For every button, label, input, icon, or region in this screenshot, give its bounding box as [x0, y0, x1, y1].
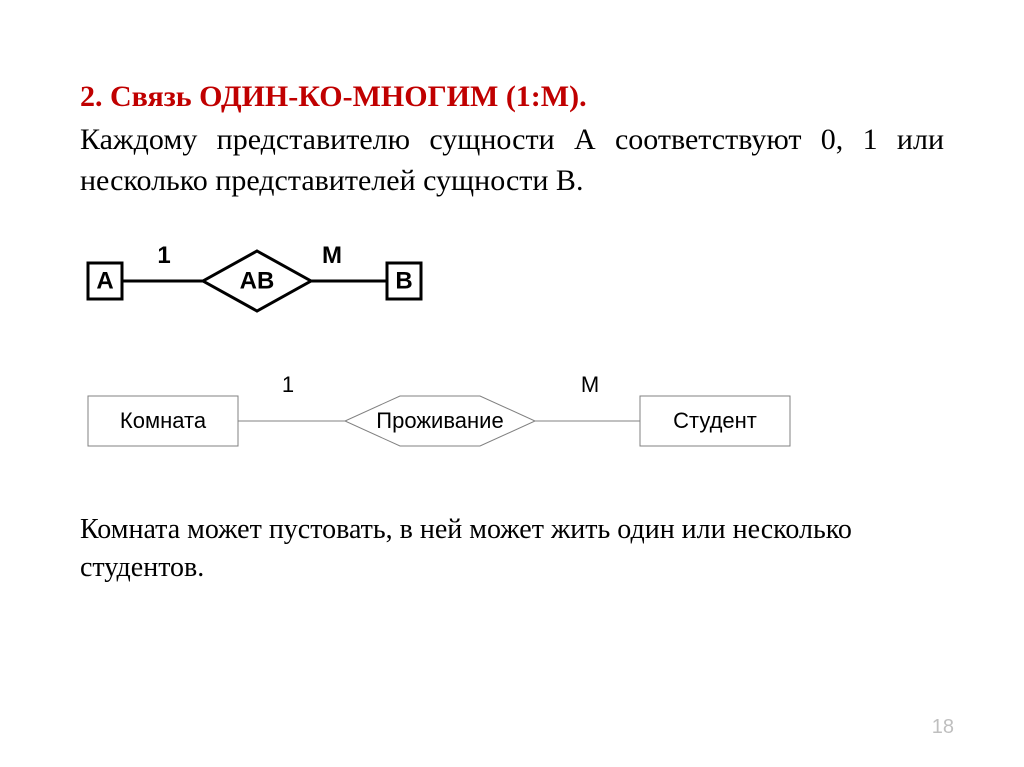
er-diagram-abstract-svg: ABAB1M — [82, 241, 427, 321]
paragraph-1: Каждому представителю сущности А соответ… — [80, 120, 944, 201]
svg-text:Проживание: Проживание — [376, 408, 503, 433]
er-diagram-concrete: Комната Студент Проживание 1 М — [80, 376, 944, 471]
svg-text:A: A — [96, 267, 113, 294]
svg-text:1: 1 — [157, 242, 170, 269]
svg-text:М: М — [581, 376, 599, 397]
paragraph-2: Комната может пустовать, в ней может жит… — [80, 511, 944, 587]
er-diagram-abstract: ABAB1M — [82, 241, 944, 326]
svg-text:Студент: Студент — [673, 408, 757, 433]
er-diagram-concrete-svg: Комната Студент Проживание 1 М — [80, 376, 800, 466]
svg-text:1: 1 — [282, 376, 294, 397]
svg-text:M: M — [322, 242, 342, 269]
svg-text:Комната: Комната — [120, 408, 207, 433]
svg-text:AB: AB — [240, 267, 275, 294]
svg-text:B: B — [395, 267, 412, 294]
section-heading: 2. Связь ОДИН-КО-МНОГИМ (1:М). — [80, 80, 944, 114]
page-number: 18 — [932, 716, 954, 739]
